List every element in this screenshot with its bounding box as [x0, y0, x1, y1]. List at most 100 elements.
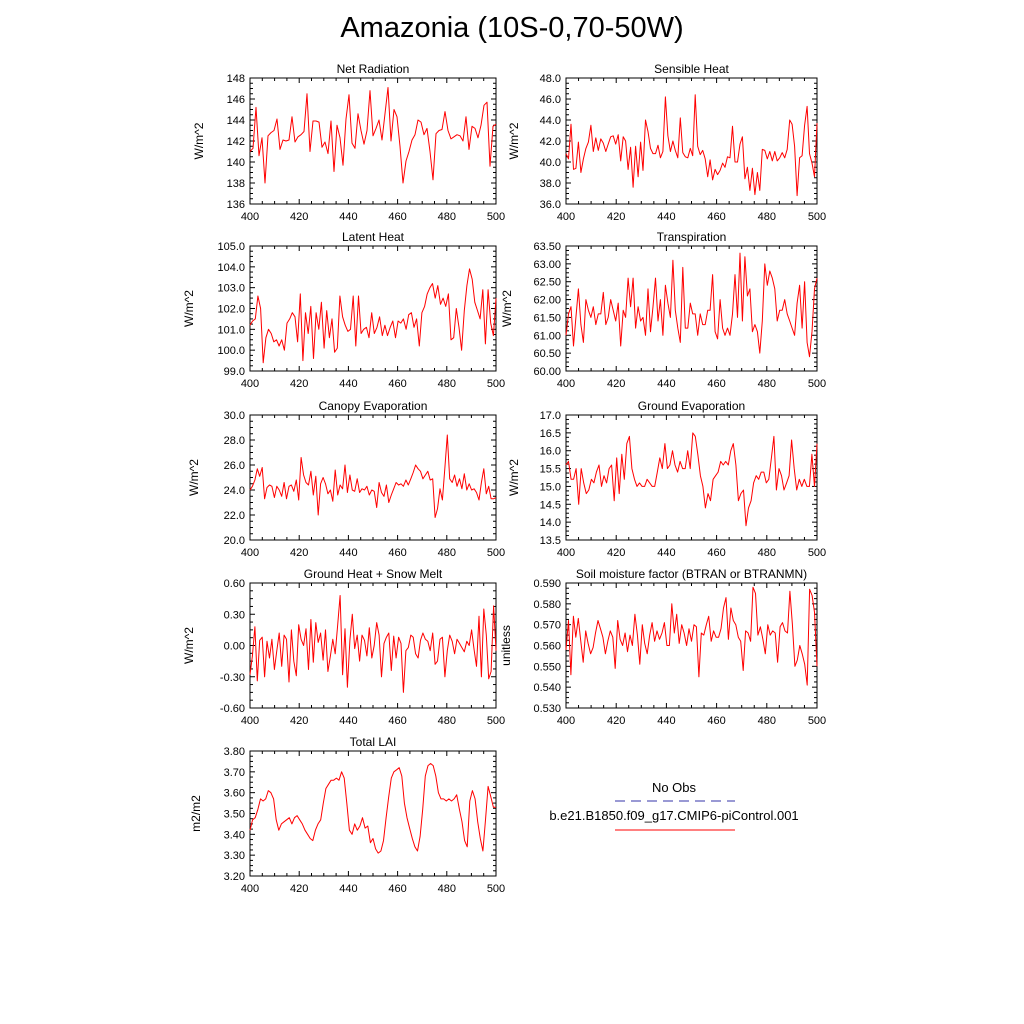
y-tick-label: 0.00 — [224, 641, 245, 653]
y-tick-label: 101.0 — [217, 324, 245, 336]
y-tick-label: 0.60 — [224, 578, 245, 590]
x-tick-label: 460 — [388, 715, 406, 727]
panel-3: Latent Heat W/m^2 400 420 440 460 480 500 99.0 10… — [182, 230, 505, 390]
y-tick-label: 16.0 — [540, 446, 561, 458]
y-tick-label: 140 — [227, 157, 245, 169]
x-tick-label: 440 — [339, 211, 357, 223]
y-tick-label: 144 — [227, 115, 245, 127]
series-line — [565, 432, 818, 527]
y-tick-label: 15.0 — [540, 481, 561, 493]
y-axis-label: W/m^2 — [187, 459, 201, 496]
panel-title: Total LAI — [350, 735, 397, 749]
y-tick-label: 3.70 — [224, 767, 245, 779]
y-tick-label: 0.570 — [533, 620, 561, 632]
y-tick-label: 42.0 — [540, 136, 561, 148]
x-tick-label: 420 — [290, 715, 308, 727]
x-tick-label: 500 — [487, 211, 505, 223]
x-tick-label: 400 — [241, 547, 259, 559]
y-tick-label: 3.80 — [224, 746, 245, 758]
panel-1: Net Radiation W/m^2 400 420 440 460 480 500 136 1… — [192, 62, 505, 223]
y-tick-label: 3.50 — [224, 809, 245, 821]
figure-title: Amazonia (10S-0,70-50W) — [340, 12, 684, 44]
y-tick-label: 138 — [227, 178, 245, 190]
x-tick-label: 480 — [438, 211, 456, 223]
x-tick-label: 480 — [758, 378, 776, 390]
panel-4: Transpiration W/m^2 400 420 440 460 480 500 60.0… — [500, 230, 826, 390]
series-line — [565, 252, 818, 358]
x-tick-label: 500 — [487, 883, 505, 895]
panel-frame — [249, 750, 497, 877]
y-tick-label: 3.40 — [224, 829, 245, 841]
x-tick-label: 460 — [388, 547, 406, 559]
legend-obs-label: No Obs — [652, 780, 697, 795]
y-axis-label: m2/m2 — [189, 795, 203, 832]
y-tick-label: 0.550 — [533, 661, 561, 673]
x-tick-label: 440 — [657, 547, 675, 559]
panel-title: Ground Evaporation — [638, 399, 745, 413]
x-tick-label: 500 — [808, 547, 826, 559]
panel-frame — [565, 77, 818, 205]
panel-title: Soil moisture factor (BTRAN or BTRANMN) — [576, 567, 807, 581]
x-tick-label: 440 — [339, 883, 357, 895]
x-tick-label: 460 — [707, 547, 725, 559]
x-tick-label: 440 — [339, 715, 357, 727]
y-tick-label: 16.5 — [540, 428, 561, 440]
y-tick-label: 103.0 — [217, 283, 245, 295]
y-tick-label: 60.50 — [533, 348, 561, 360]
y-tick-label: 0.530 — [533, 703, 561, 715]
x-tick-label: 440 — [657, 715, 675, 727]
x-tick-label: 480 — [438, 715, 456, 727]
y-tick-label: 136 — [227, 199, 245, 211]
x-tick-label: 460 — [388, 211, 406, 223]
y-tick-label: 0.590 — [533, 578, 561, 590]
series-line — [249, 763, 496, 854]
y-tick-label: 142 — [227, 136, 245, 148]
y-tick-label: 46.0 — [540, 94, 561, 106]
y-tick-label: 26.0 — [224, 460, 245, 472]
x-tick-label: 400 — [557, 547, 575, 559]
x-tick-label: 500 — [487, 715, 505, 727]
panel-7: Ground Heat + Snow Melt W/m^2 400 420 440 460… — [182, 567, 505, 727]
y-tick-label: 99.0 — [224, 366, 245, 378]
x-tick-label: 460 — [707, 211, 725, 223]
panel-8: Soil moisture factor (BTRAN or BTRANMN) u… — [499, 567, 826, 727]
y-tick-label: 148 — [227, 73, 245, 85]
y-tick-label: 102.0 — [217, 304, 245, 316]
panel-title: Ground Heat + Snow Melt — [304, 567, 443, 581]
y-axis-label: W/m^2 — [182, 290, 196, 327]
legend-model-label: b.e21.B1850.f09_g17.CMIP6-piControl.001 — [549, 808, 798, 823]
x-tick-label: 460 — [707, 715, 725, 727]
y-tick-label: 146 — [227, 94, 245, 106]
x-tick-label: 480 — [438, 547, 456, 559]
y-axis-label: W/m^2 — [192, 122, 206, 159]
x-tick-label: 400 — [241, 715, 259, 727]
x-tick-label: 500 — [808, 715, 826, 727]
y-tick-label: -0.30 — [220, 672, 245, 684]
y-tick-label: 100.0 — [217, 345, 245, 357]
x-tick-label: 400 — [557, 378, 575, 390]
y-tick-label: 62.50 — [533, 277, 561, 289]
y-tick-label: 3.60 — [224, 788, 245, 800]
x-tick-label: 420 — [290, 883, 308, 895]
panel-9: Total LAI m2/m2 400 420 440 460 480 500 3.20 3.30… — [189, 735, 505, 895]
x-tick-label: 480 — [758, 547, 776, 559]
x-tick-label: 500 — [808, 211, 826, 223]
panel-title: Canopy Evaporation — [319, 399, 428, 413]
y-tick-label: 22.0 — [224, 510, 245, 522]
y-tick-label: 3.30 — [224, 850, 245, 862]
x-tick-label: 480 — [758, 211, 776, 223]
y-tick-label: 13.5 — [540, 535, 561, 547]
x-tick-label: 440 — [339, 378, 357, 390]
y-tick-label: -0.60 — [220, 703, 245, 715]
x-tick-label: 400 — [557, 211, 575, 223]
y-tick-label: 44.0 — [540, 115, 561, 127]
y-tick-label: 3.20 — [224, 871, 245, 883]
y-axis-label: W/m^2 — [507, 459, 521, 496]
x-tick-label: 420 — [607, 378, 625, 390]
y-tick-label: 15.5 — [540, 464, 561, 476]
y-axis-label: unitless — [499, 625, 513, 666]
x-tick-label: 420 — [607, 211, 625, 223]
y-tick-label: 36.0 — [540, 199, 561, 211]
x-tick-label: 480 — [438, 378, 456, 390]
y-tick-label: 24.0 — [224, 485, 245, 497]
